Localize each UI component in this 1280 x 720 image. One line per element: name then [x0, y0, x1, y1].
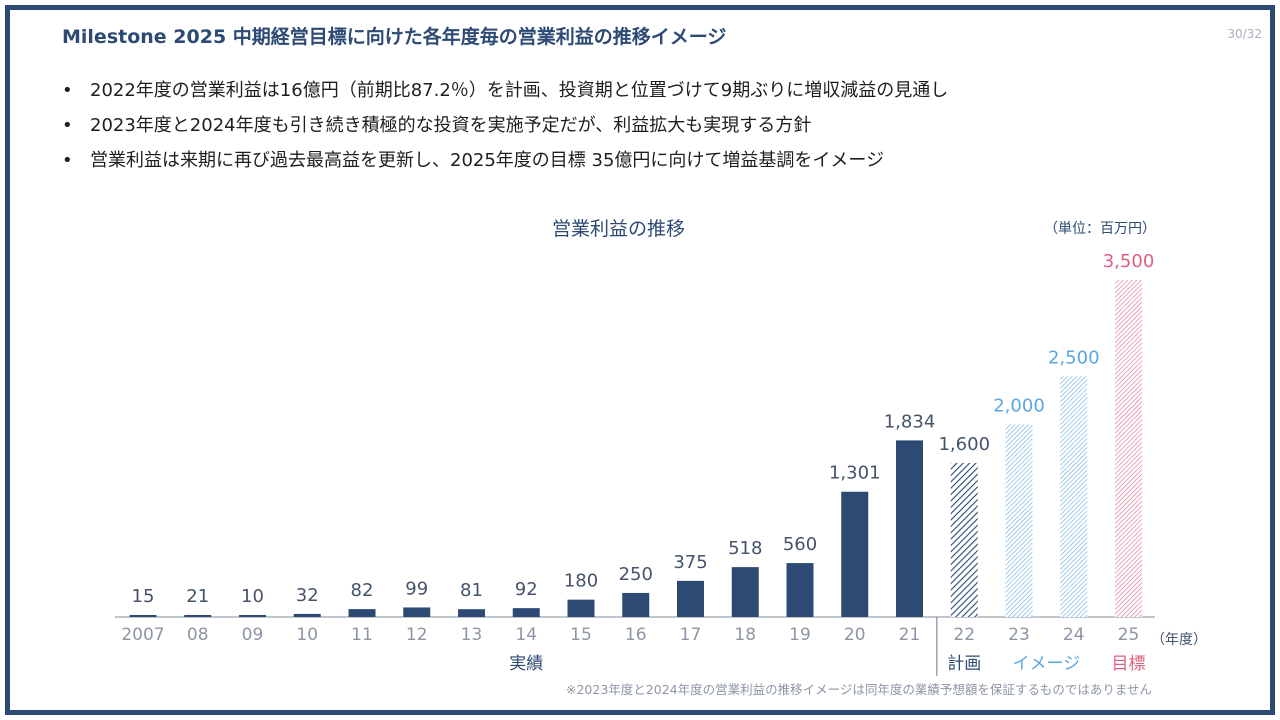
x-tick-09: 09 — [242, 625, 264, 645]
bar-21 — [896, 440, 923, 617]
bar-25 — [1115, 280, 1142, 617]
bar-24 — [1060, 376, 1088, 617]
bullet-item: • 2023年度と2024年度も引き続き積極的な投資を実施予定だが、利益拡大も実現… — [62, 113, 948, 148]
x-tick-22: 22 — [953, 625, 975, 645]
data-label-08: 21 — [186, 586, 209, 607]
group-label: 目標 — [1112, 654, 1146, 674]
bullet-list: • 2022年度の営業利益は16億円（前期比87.2％）を計画、投資期と位置づけて… — [62, 78, 948, 183]
bullet-text: 2023年度と2024年度も引き続き積極的な投資を実施予定だが、利益拡大も実現す… — [90, 115, 812, 136]
bullet-text: 2022年度の営業利益は16億円（前期比87.2％）を計画、投資期と位置づけて9… — [90, 80, 949, 101]
bullet-marker: • — [62, 150, 73, 171]
x-tick-11: 11 — [351, 625, 373, 645]
data-label-11: 82 — [351, 580, 374, 601]
bar-18 — [731, 567, 759, 617]
x-tick-12: 12 — [406, 625, 428, 645]
x-tick-19: 19 — [789, 625, 811, 645]
bar-12 — [403, 607, 431, 617]
data-label-10: 32 — [296, 585, 319, 606]
data-label-20: 1,301 — [829, 463, 881, 484]
x-tick-2007: 2007 — [121, 625, 164, 645]
bar-2007 — [129, 615, 157, 617]
x-tick-25: 25 — [1118, 625, 1140, 645]
bar-14 — [512, 608, 540, 617]
data-label-25: 3,500 — [1103, 251, 1155, 272]
data-label-21: 1,834 — [884, 411, 936, 432]
x-tick-13: 13 — [461, 625, 483, 645]
bar-23 — [1005, 424, 1033, 617]
page-title: Milestone 2025 中期経営目標に向けた各年度毎の営業利益の推移イメー… — [62, 26, 727, 48]
data-label-12: 99 — [405, 578, 428, 599]
x-tick-16: 16 — [625, 625, 647, 645]
footnote: ※2023年度と2024年度の営業利益の推移イメージは同年度の業績予想額を保証す… — [566, 682, 1152, 697]
chart-unit: （単位：百万円） — [1044, 221, 1156, 237]
bar-16 — [622, 592, 650, 617]
chart-title: 営業利益の推移 — [552, 218, 686, 240]
x-tick-17: 17 — [680, 625, 702, 645]
data-label-23: 2,000 — [993, 395, 1045, 416]
data-label-24: 2,500 — [1048, 347, 1100, 368]
data-label-2007: 15 — [132, 586, 155, 607]
data-label-14: 92 — [515, 579, 538, 600]
bar-20 — [841, 491, 869, 617]
bar-22 — [950, 462, 978, 617]
data-label-18: 518 — [728, 538, 762, 559]
group-label: 計画 — [947, 654, 981, 674]
group-label: 実績 — [509, 654, 543, 674]
slide-frame — [5, 5, 1275, 715]
data-label-09: 10 — [241, 586, 264, 607]
data-label-15: 180 — [564, 571, 598, 592]
data-label-13: 81 — [460, 580, 483, 601]
x-tick-10: 10 — [296, 625, 318, 645]
bar-11 — [348, 609, 376, 617]
bullet-item: • 営業利益は来期に再び過去最高益を更新し、2025年度の目標 35億円に向けて増… — [62, 148, 948, 183]
data-label-22: 1,600 — [938, 434, 990, 455]
bar-13 — [458, 609, 485, 617]
data-label-16: 250 — [619, 564, 653, 585]
x-tick-08: 08 — [187, 625, 209, 645]
bar-19 — [786, 563, 814, 617]
x-axis-label: （年度） — [1151, 632, 1207, 648]
x-tick-20: 20 — [844, 625, 866, 645]
bullet-marker: • — [62, 80, 73, 101]
bullet-marker: • — [62, 115, 73, 136]
page-number: 30/32 — [1227, 27, 1262, 41]
x-tick-23: 23 — [1008, 625, 1030, 645]
group-label: イメージ — [1013, 654, 1081, 674]
bar-09 — [239, 615, 266, 617]
x-tick-15: 15 — [570, 625, 592, 645]
bar-15 — [567, 599, 595, 617]
bar-10 — [293, 613, 321, 617]
bullet-text: 営業利益は来期に再び過去最高益を更新し、2025年度の目標 35億円に向けて増益… — [90, 150, 885, 171]
bullet-item: • 2022年度の営業利益は16億円（前期比87.2％）を計画、投資期と位置づけて… — [62, 78, 948, 113]
data-label-19: 560 — [783, 534, 817, 555]
bar-17 — [677, 580, 704, 617]
x-tick-18: 18 — [734, 625, 756, 645]
x-tick-21: 21 — [899, 625, 921, 645]
x-tick-14: 14 — [515, 625, 537, 645]
x-tick-24: 24 — [1063, 625, 1085, 645]
data-label-17: 375 — [673, 552, 707, 573]
bar-08 — [184, 614, 212, 617]
